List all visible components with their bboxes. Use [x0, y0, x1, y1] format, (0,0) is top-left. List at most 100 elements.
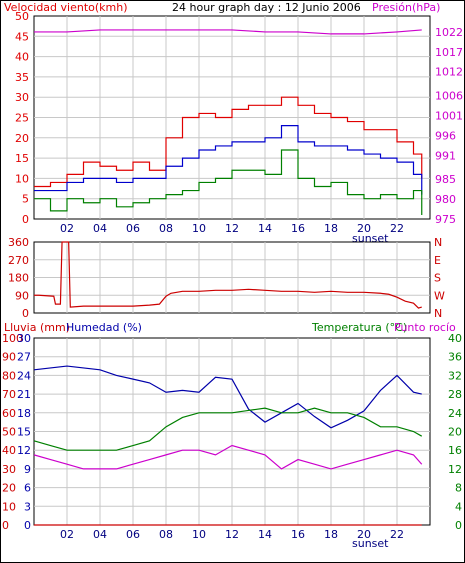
- humidity-axis-label: Humedad (%): [66, 321, 142, 334]
- chart-title: 24 hour graph day : 12 Junio 2006: [172, 1, 361, 14]
- hour-tick-label: 18: [324, 528, 338, 541]
- compass-label: E: [434, 254, 441, 267]
- temperature-tick-label: 36: [448, 351, 462, 364]
- pressure-tick-label: 1012: [435, 66, 463, 79]
- direction-degree-label: 90: [15, 289, 29, 302]
- pressure-axis-label: Presión(hPa): [372, 1, 440, 14]
- rain-tick-label: 70: [2, 388, 16, 401]
- hour-tick-label: 12: [225, 528, 239, 541]
- temperature-ticks: 0 4 8 12 16 20 24 28 32 36 40: [448, 332, 462, 532]
- humidity-tick-label: 24: [17, 369, 31, 382]
- direction-degree-label: 0: [22, 307, 29, 320]
- hour-tick-label: 10: [192, 222, 206, 235]
- humidity-tick-label: 15: [17, 426, 31, 439]
- humidity-tick-label: 12: [17, 444, 31, 457]
- rain-tick-label: 40: [2, 444, 16, 457]
- compass-label: S: [434, 272, 441, 285]
- dewpoint-axis-label: Punto rocío: [394, 321, 456, 334]
- wind-tick-label: 30: [15, 91, 29, 104]
- direction-grid: [34, 242, 430, 313]
- wind-speed-ticks: 0 5 10 15 20 25 30 35 40 45 50: [15, 10, 29, 226]
- wind_min-line: [34, 149, 423, 215]
- hour-tick-label: 20: [357, 222, 371, 235]
- wind-tick-label: 10: [15, 172, 29, 185]
- humidity-temperature-panel: Lluvia (mm) Humedad (%) Temperatura (°C)…: [2, 321, 462, 550]
- hour-tick-label: 10: [192, 528, 206, 541]
- wind-pressure-panel: Velocidad viento(kmh) 24 hour graph day …: [4, 1, 463, 245]
- humidity-ticks: 0 3 6 9 12 15 18 21 24 27 30: [17, 332, 31, 532]
- wind-tick-label: 35: [15, 71, 29, 84]
- hour-tick-label: 08: [159, 528, 173, 541]
- direction-degree-ticks: 0 90 180 270 360: [8, 236, 29, 320]
- humidity-grid: [34, 338, 430, 525]
- temperature-tick-label: 28: [448, 388, 462, 401]
- direction-degree-label: 360: [8, 236, 29, 249]
- pressure-tick-label: 991: [435, 149, 456, 162]
- hour-tick-label: 16: [291, 222, 305, 235]
- wind-speed-axis-label: Velocidad viento(kmh): [4, 1, 128, 14]
- rain-tick-label: 60: [2, 407, 16, 420]
- pressure-ticks: 975 980 985 991 996 1001 1006 1012 1017 1022: [435, 26, 463, 226]
- rain-tick-label: 50: [2, 426, 16, 439]
- compass-label: N: [434, 307, 442, 320]
- wind-tick-label: 40: [15, 51, 29, 64]
- wind-tick-label: 25: [15, 112, 29, 125]
- wind-hour-ticks: 02 04 06 08 10 12 14 16 18 20 22: [60, 222, 404, 235]
- rain-tick-label: 80: [2, 369, 16, 382]
- pressure-tick-label: 980: [435, 193, 456, 206]
- wind-line: [34, 96, 423, 188]
- rain-tick-label: 100: [2, 332, 23, 345]
- temperature-tick-label: 24: [448, 407, 462, 420]
- temperature-tick-label: 8: [455, 482, 462, 495]
- humidity-tick-label: 21: [17, 388, 31, 401]
- hour-tick-label: 06: [126, 528, 140, 541]
- hour-tick-label: 04: [93, 222, 107, 235]
- humidity-tick-label: 3: [24, 500, 31, 513]
- humidity-hour-ticks: 02 04 06 08 10 12 14 16 18 20 22: [60, 528, 404, 541]
- pressure-tick-label: 1006: [435, 90, 463, 103]
- hour-tick-label: 06: [126, 222, 140, 235]
- rain-axis-label: Lluvia (mm): [4, 321, 70, 334]
- pressure-tick-label: 985: [435, 173, 456, 186]
- direction-line: [34, 241, 422, 309]
- temperature-tick-label: 4: [455, 500, 462, 513]
- temperature-tick-label: 40: [448, 332, 462, 345]
- temperature-tick-label: 0: [455, 519, 462, 532]
- pressure-tick-label: 1022: [435, 26, 463, 39]
- pressure-tick-label: 996: [435, 129, 456, 142]
- temperature-line: [33, 407, 423, 451]
- direction-degree-label: 180: [8, 272, 29, 285]
- direction-degree-label: 270: [8, 254, 29, 267]
- temperature-tick-label: 16: [448, 444, 462, 457]
- wind_avg-line: [34, 125, 423, 195]
- hour-tick-label: 02: [60, 528, 74, 541]
- wind-tick-label: 20: [15, 132, 29, 145]
- pressure-tick-label: 1001: [435, 110, 463, 123]
- pressure-tick-label: 975: [435, 213, 456, 226]
- wind-tick-label: 50: [15, 10, 29, 23]
- temperature-axis-label: Temperatura (°C): [311, 321, 407, 334]
- wind-tick-label: 45: [15, 30, 29, 43]
- hour-tick-label: 02: [60, 222, 74, 235]
- hour-tick-label: 16: [291, 528, 305, 541]
- hour-tick-label: 12: [225, 222, 239, 235]
- hour-tick-label: 20: [357, 528, 371, 541]
- humidity-series: [33, 365, 423, 526]
- temperature-tick-label: 12: [448, 463, 462, 476]
- humidity-tick-label: 30: [17, 332, 31, 345]
- rain-tick-label: 30: [2, 463, 16, 476]
- direction-series: [34, 241, 422, 309]
- dewpoint-line: [33, 444, 423, 470]
- hour-tick-label: 22: [390, 528, 404, 541]
- humidity-line: [33, 365, 422, 429]
- hour-tick-label: 08: [159, 222, 173, 235]
- rain-tick-label: 20: [2, 482, 16, 495]
- humidity-tick-label: 18: [17, 407, 31, 420]
- rain-tick-label: 0: [2, 519, 9, 532]
- sunset-label-bottom: sunset: [352, 537, 389, 550]
- rain-tick-label: 10: [2, 500, 16, 513]
- wind-tick-label: 0: [22, 213, 29, 226]
